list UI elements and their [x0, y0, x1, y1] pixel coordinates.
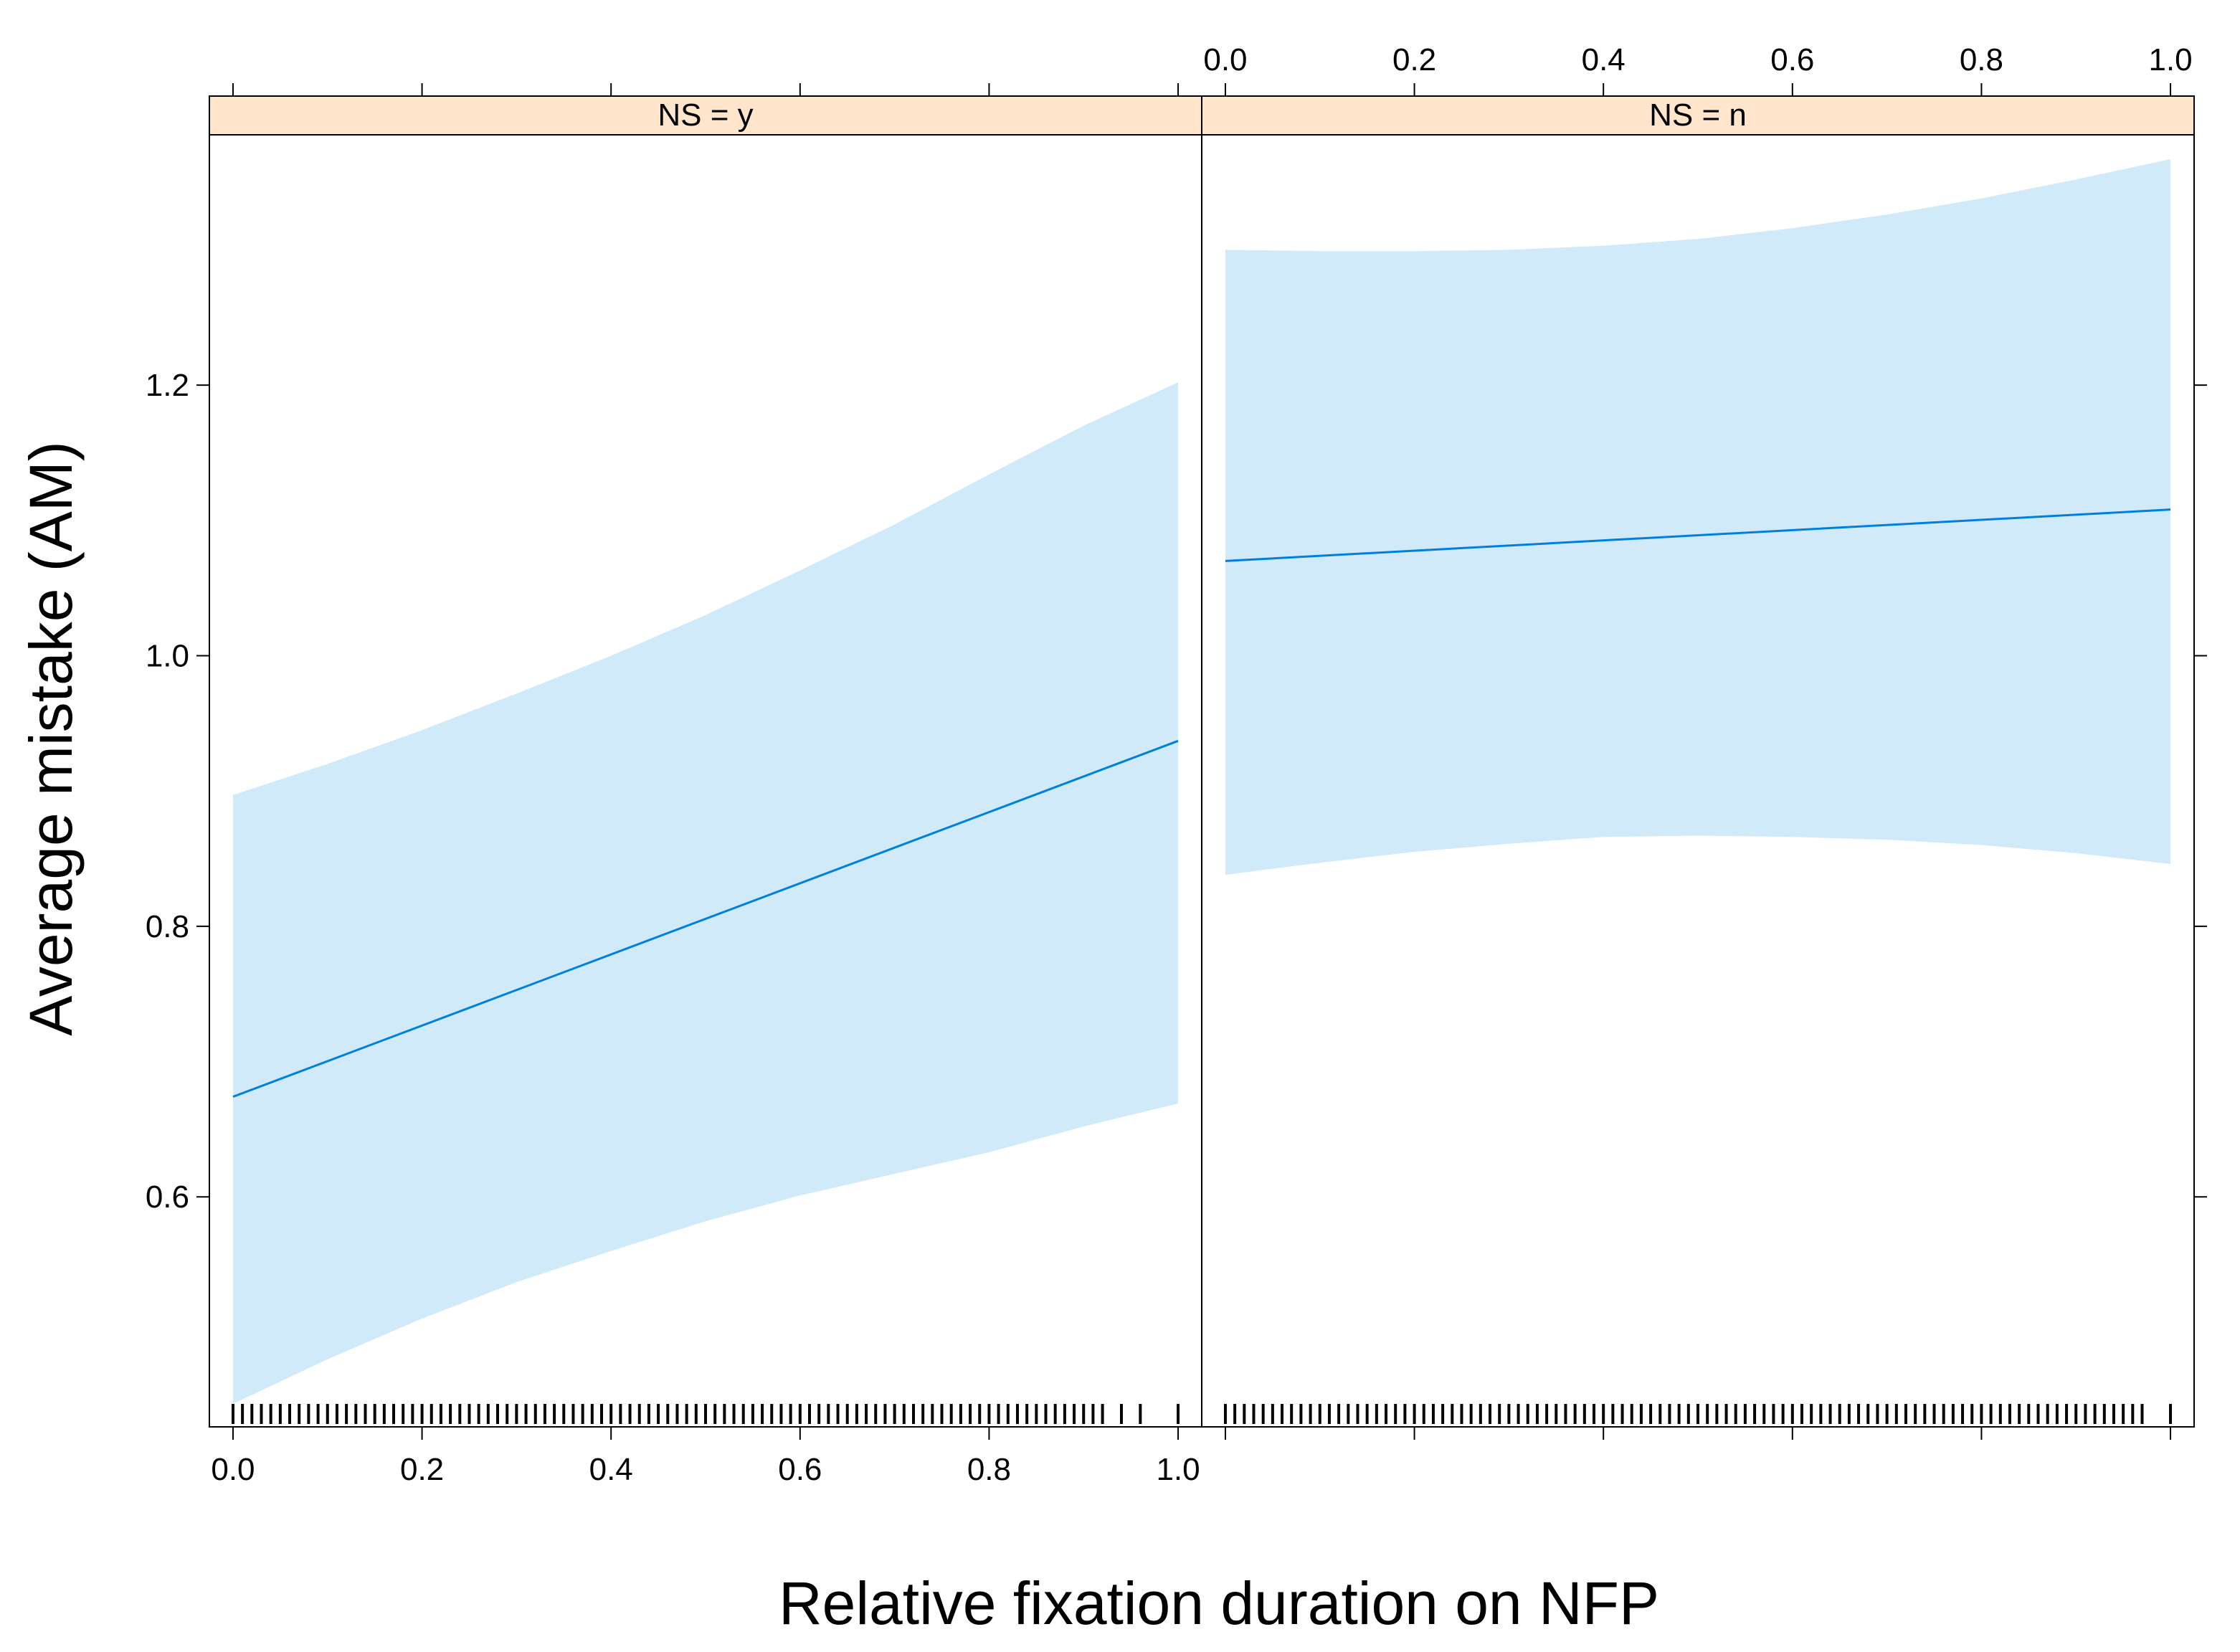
x-tick-label: 0.6	[1770, 42, 1814, 77]
y-axis-title: Average mistake (AM)	[17, 441, 85, 1035]
x-tick-label: 0.6	[778, 1452, 822, 1487]
fitted-line	[1225, 508, 2171, 562]
plot-layer: NS = y 0.0 0.2 0.4 0.6 0.8 1.0 NS = n 0.0 0.2 0.4 0…	[146, 42, 2207, 1487]
x-tick-label: 1.0	[1156, 1452, 1200, 1487]
x-tick-label: 0.4	[1582, 42, 1626, 77]
fitted-line	[232, 739, 1179, 1098]
rug-marks	[1223, 1404, 2173, 1424]
confidence-band	[233, 382, 1178, 1404]
x-tick-label: 0.2	[400, 1452, 444, 1487]
x-tick-label: 0.4	[589, 1452, 633, 1487]
x-tick-label: 0.8	[1960, 42, 2003, 77]
y-tick-label: 1.0	[146, 638, 189, 673]
strip-label: NS = n	[1649, 98, 1747, 133]
panel-2: NS = n 0.0 0.2 0.4 0.6 0.8 1.0	[1201, 42, 2195, 1440]
panel-border	[1201, 134, 2195, 1428]
x-tick-label: 1.0	[2148, 42, 2192, 77]
x-tick-label: 0.0	[211, 1452, 255, 1487]
rug-marks	[231, 1404, 1180, 1424]
y-axis: 0.6 0.8 1.0 1.2	[146, 368, 2207, 1215]
x-tick-label: 0.2	[1392, 42, 1436, 77]
panel-1: NS = y 0.0 0.2 0.4 0.6 0.8 1.0	[209, 83, 1202, 1487]
y-tick-label: 0.6	[146, 1179, 189, 1215]
x-tick-label: 0.8	[967, 1452, 1011, 1487]
x-tick-label: 0.0	[1203, 42, 1247, 77]
strip-label: NS = y	[658, 98, 753, 133]
x-axis-title: Relative fixation duration on NFP	[779, 1570, 1659, 1637]
y-tick-label: 0.8	[146, 909, 189, 944]
confidence-band	[1225, 159, 2170, 875]
y-tick-label: 1.2	[146, 368, 189, 403]
